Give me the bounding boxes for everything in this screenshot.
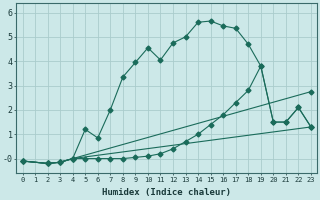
X-axis label: Humidex (Indice chaleur): Humidex (Indice chaleur): [102, 188, 231, 197]
